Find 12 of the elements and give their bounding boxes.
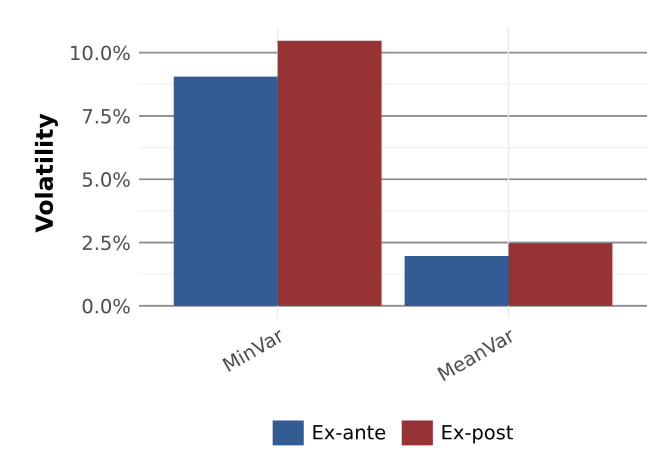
y-tick-label: 7.5% — [82, 108, 130, 124]
y-axis-title: Volatility — [34, 114, 58, 233]
legend-label: Ex-post — [442, 425, 513, 444]
bar — [404, 256, 508, 306]
bar — [174, 76, 278, 306]
y-tick-label: 2.5% — [82, 235, 130, 250]
bar — [278, 40, 382, 306]
bar — [508, 243, 612, 306]
y-tick-label: 5.0% — [82, 172, 130, 187]
legend-label: Ex-ante — [313, 425, 386, 440]
y-tick-label: 0.0% — [82, 298, 130, 314]
y-tick-label: 10.0% — [71, 46, 130, 60]
